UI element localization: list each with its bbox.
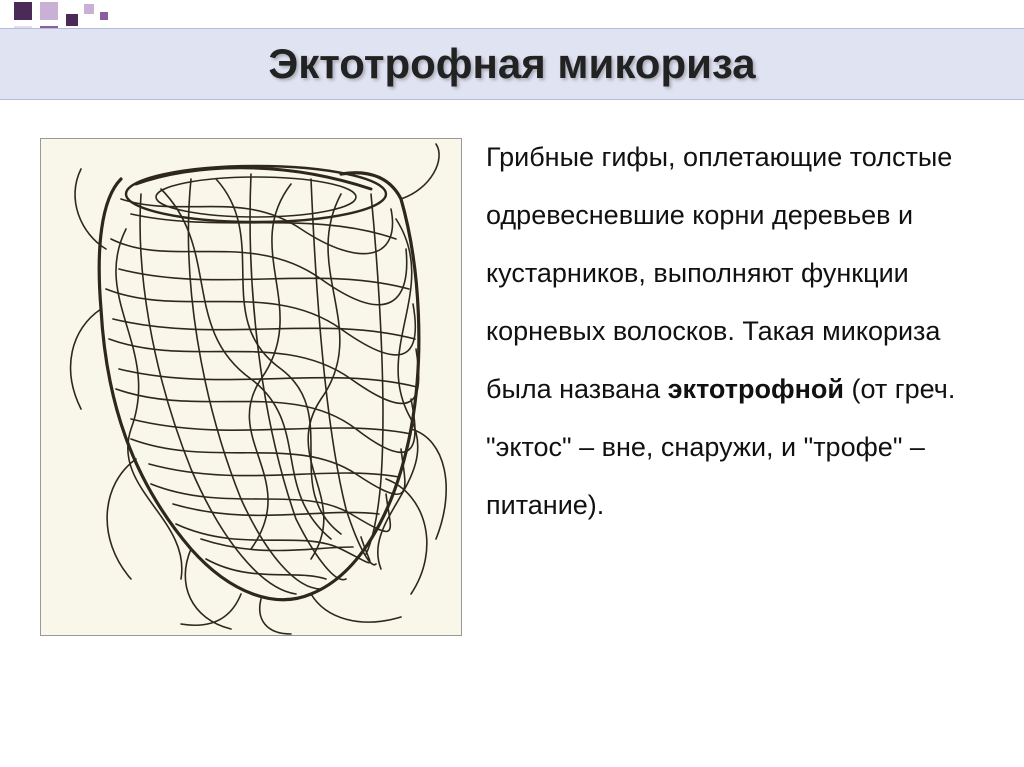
mycorrhiza-illustration	[40, 138, 462, 636]
slide-title: Эктотрофная микориза	[268, 40, 755, 88]
text-column: Грибные гифы, оплетающие толстые одревес…	[486, 128, 974, 747]
content-area: Грибные гифы, оплетающие толстые одревес…	[40, 128, 974, 747]
image-column	[40, 128, 462, 747]
body-paragraph: Грибные гифы, оплетающие толстые одревес…	[486, 128, 974, 534]
title-band: Эктотрофная микориза	[0, 28, 1024, 100]
body-text-bold: эктотрофной	[668, 374, 844, 404]
body-text-part1: Грибные гифы, оплетающие толстые одревес…	[486, 142, 952, 404]
